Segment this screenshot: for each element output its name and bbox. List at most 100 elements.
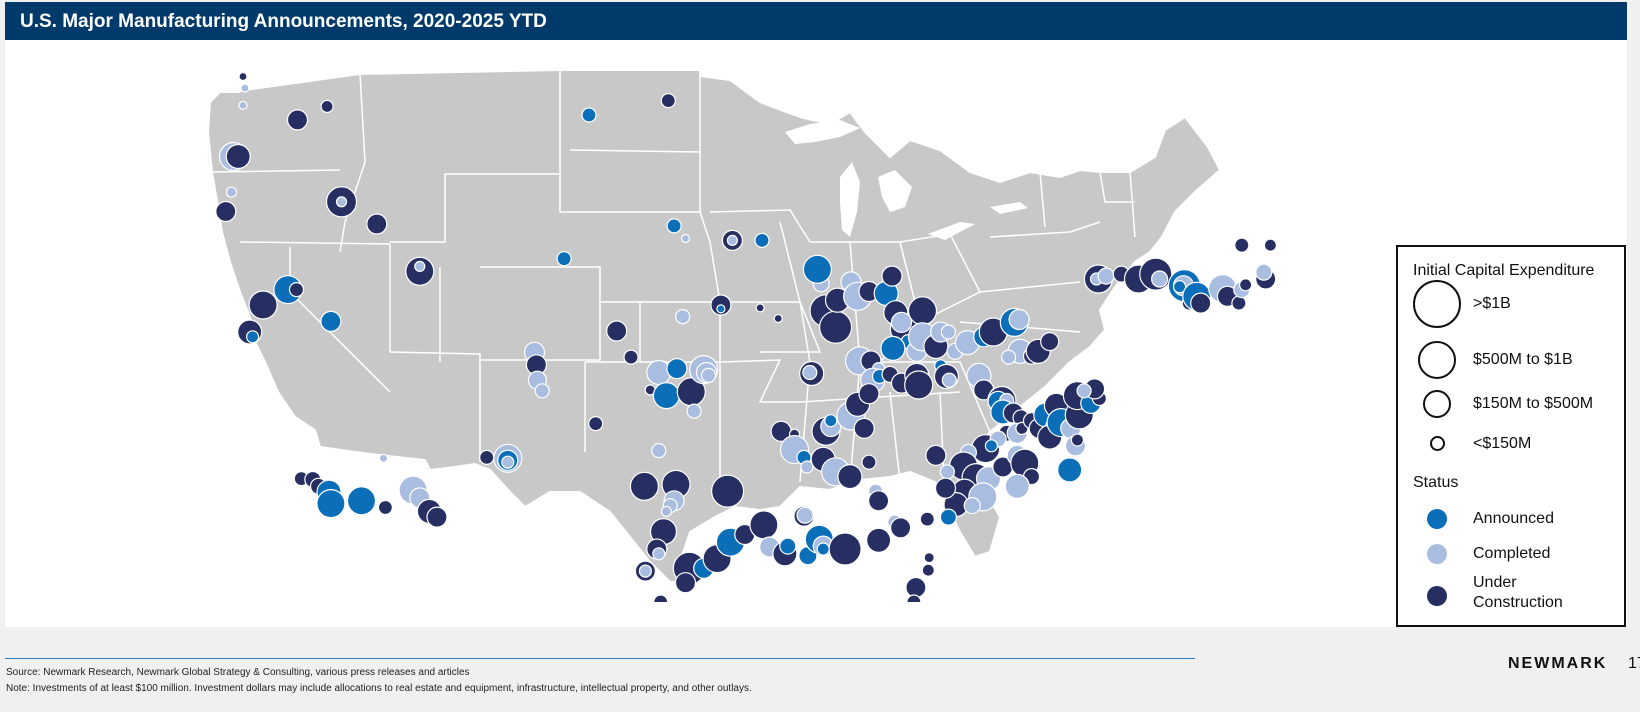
facility-marker-under-construction [818, 310, 853, 344]
facility-marker-under-construction [674, 572, 697, 594]
legend-circle-l [1418, 341, 1456, 379]
facility-marker-under-construction [905, 576, 927, 599]
facility-marker-under-construction [653, 594, 669, 602]
facility-marker-completed [1008, 308, 1030, 331]
facility-marker-under-construction [479, 449, 495, 465]
facility-marker-completed [1004, 473, 1030, 499]
legend-label-s: <$150M [1473, 435, 1532, 452]
facility-marker-announced [802, 254, 833, 284]
facility-marker-announced [824, 414, 838, 428]
facility-marker-completed [1097, 267, 1115, 285]
lake-ontario [990, 202, 1028, 214]
facility-marker-under-construction [906, 594, 922, 602]
legend-capex-title: Initial Capital Expenditure [1413, 262, 1595, 279]
facility-marker-announced [652, 382, 680, 410]
legend-label-announced: Announced [1473, 510, 1554, 527]
facility-marker-under-construction [773, 313, 783, 324]
legend-label-construction: Construction [1473, 594, 1563, 611]
facility-marker-announced [346, 486, 377, 516]
facility-marker-completed [686, 403, 702, 419]
facility-marker-completed [1255, 263, 1273, 281]
facility-marker-under-construction [1040, 332, 1060, 352]
facility-marker-under-construction [238, 71, 248, 82]
facility-marker-under-construction [865, 527, 892, 553]
facility-marker-under-construction [1070, 433, 1085, 447]
facility-marker-under-construction [286, 109, 309, 131]
facility-marker-under-construction [225, 143, 251, 170]
facility-marker-completed [378, 453, 389, 463]
facility-marker-under-construction [426, 506, 448, 528]
facility-marker-completed [414, 260, 426, 272]
facility-marker-under-construction [837, 464, 863, 490]
facility-marker-under-construction [1238, 278, 1253, 292]
brand-logo: NEWMARK [1508, 655, 1608, 672]
facility-marker-completed [1000, 349, 1017, 365]
facility-marker-under-construction [853, 417, 875, 439]
facility-marker-under-construction [755, 303, 765, 313]
lake-michigan [840, 162, 860, 237]
facility-marker-under-construction [248, 290, 278, 320]
legend-circle-xl [1413, 280, 1461, 328]
facility-marker-completed [796, 506, 814, 524]
title-bar: U.S. Major Manufacturing Announcements, … [5, 2, 1627, 40]
facility-marker-under-construction [377, 499, 393, 516]
facility-marker-under-construction [606, 320, 628, 342]
facility-marker-under-construction [366, 213, 388, 235]
facility-marker-under-construction [889, 517, 912, 539]
facility-marker-under-construction [629, 471, 659, 501]
legend-label-completed: Completed [1473, 545, 1551, 562]
facility-marker-completed [890, 311, 913, 333]
legend-circle-m [1423, 390, 1451, 418]
facility-marker-under-construction [934, 477, 957, 499]
facility-marker-completed [660, 505, 672, 517]
facility-marker-completed [700, 367, 717, 383]
legend-label-under: Under [1473, 574, 1517, 591]
us-map [206, 69, 1278, 602]
facility-marker-completed [680, 233, 691, 244]
facility-marker-under-construction [588, 416, 604, 432]
facility-marker-announced [1172, 280, 1187, 294]
completed-dot [1427, 544, 1447, 564]
facility-marker-announced [1057, 457, 1083, 483]
facility-marker-completed [802, 364, 818, 381]
facility-marker-announced [666, 358, 688, 380]
legend-status-under-construction: Under Construction [1398, 574, 1624, 618]
facility-marker-completed [501, 455, 515, 469]
legend-item-l: $500M to $1B [1398, 341, 1624, 383]
facility-marker-under-construction [1234, 237, 1250, 253]
facility-marker-announced [316, 489, 346, 519]
facility-marker-completed [726, 234, 739, 246]
facility-marker-completed [240, 83, 250, 93]
facility-marker-completed [800, 460, 814, 474]
facility-marker-completed [941, 372, 957, 388]
facility-marker-under-construction [861, 454, 877, 470]
map-legend: Initial Capital Expenditure >$1B $500M t… [1396, 245, 1626, 627]
facility-marker-completed [225, 186, 238, 198]
facility-marker-under-construction [623, 349, 639, 365]
facility-marker-under-construction [1231, 295, 1247, 311]
footer-rule [5, 658, 1195, 659]
facility-marker-announced [556, 251, 572, 267]
facility-marker-under-construction [919, 511, 935, 527]
announced-dot [1427, 509, 1447, 529]
facility-marker-announced [754, 232, 770, 248]
legend-label-l: $500M to $1B [1473, 351, 1573, 368]
facility-marker-under-construction [215, 200, 237, 223]
facility-marker-under-construction [881, 265, 903, 287]
facility-marker-completed [335, 196, 348, 208]
facility-marker-under-construction [828, 532, 862, 566]
facility-marker-announced [581, 107, 597, 123]
facility-marker-announced [716, 304, 726, 314]
facility-marker-under-construction [907, 296, 938, 326]
footnote: Note: Investments of at least $100 milli… [6, 683, 752, 694]
facility-marker-completed [1076, 383, 1092, 399]
facility-marker-under-construction [923, 552, 935, 564]
legend-status-announced: Announced [1398, 507, 1624, 531]
facility-marker-completed [238, 100, 248, 111]
facility-marker-announced [320, 310, 342, 332]
facility-marker-under-construction [288, 282, 305, 298]
legend-label-m: $150M to $500M [1473, 395, 1594, 412]
facility-marker-completed [651, 443, 667, 459]
legend-circle-s [1430, 436, 1445, 451]
